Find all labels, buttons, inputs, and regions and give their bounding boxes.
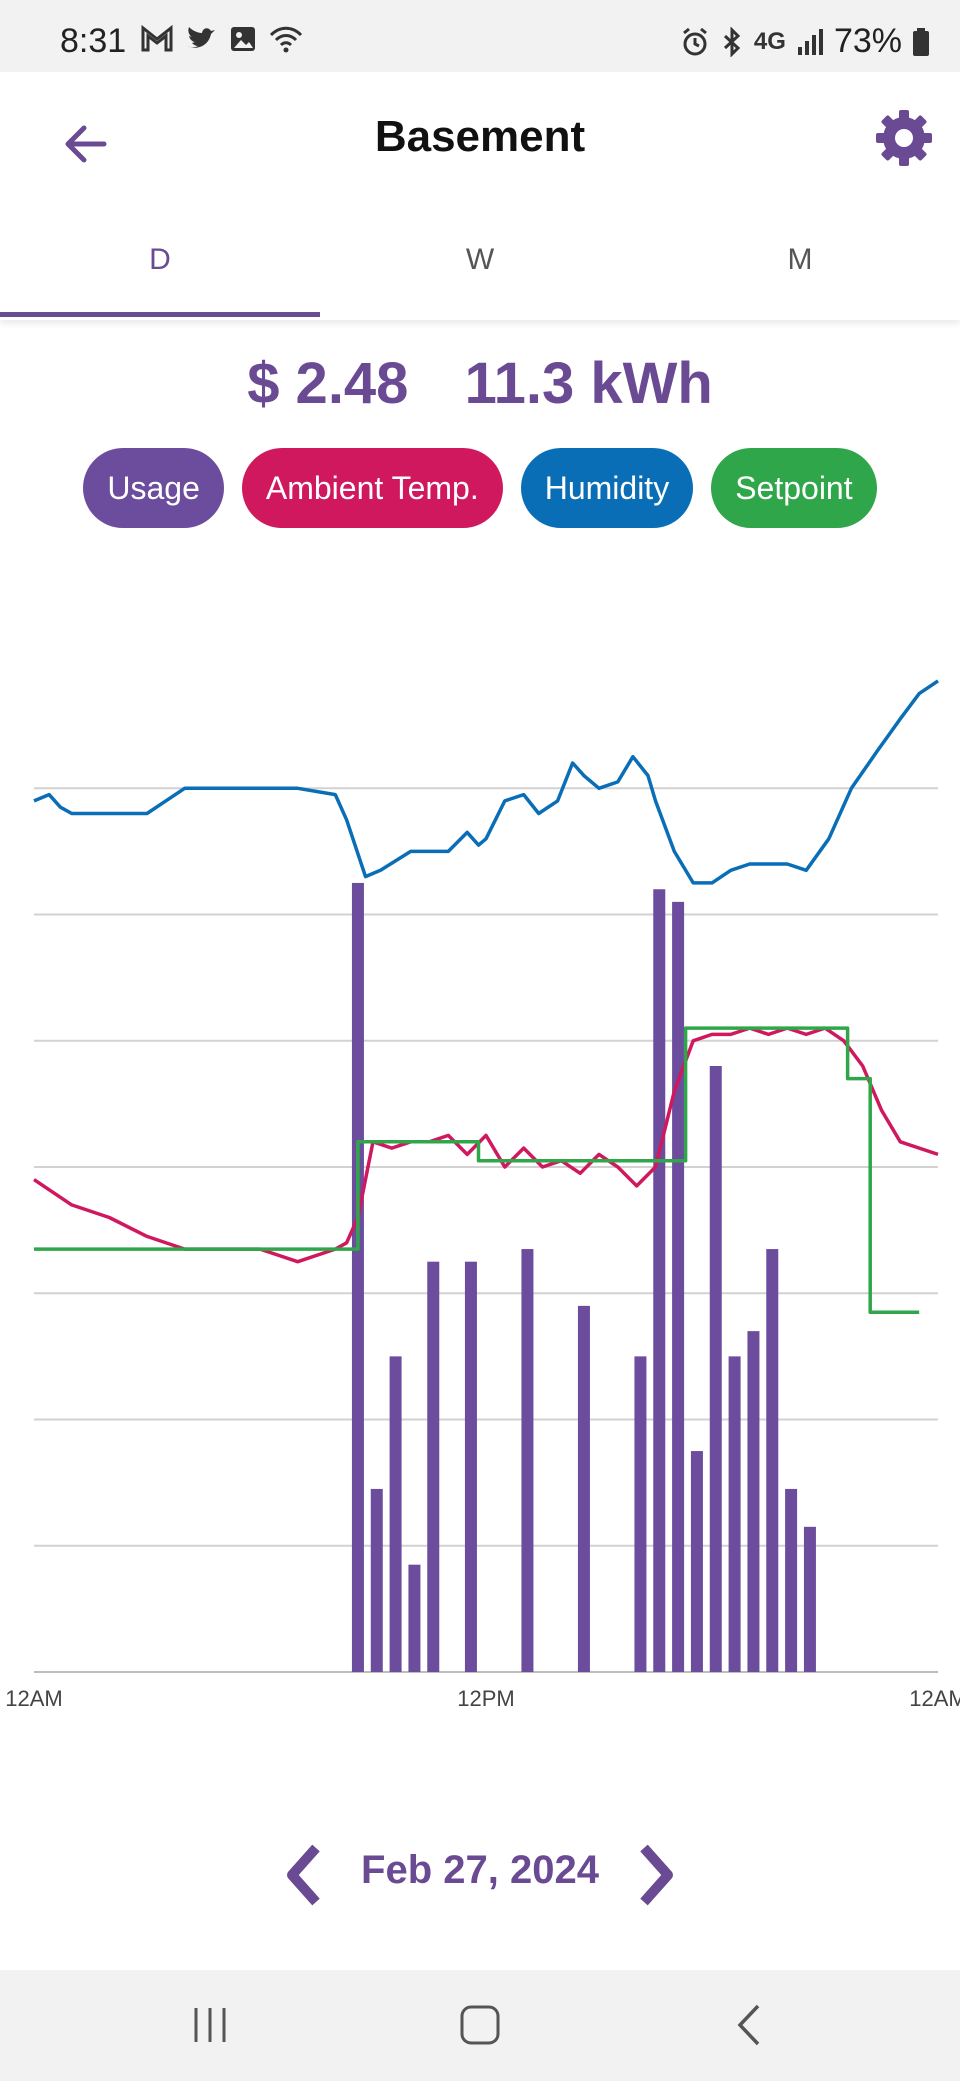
previous-day-button[interactable] bbox=[280, 1840, 330, 1910]
legend-humidity-pill[interactable]: Humidity bbox=[520, 448, 694, 528]
usage-bar bbox=[464, 1261, 477, 1672]
home-icon bbox=[460, 2005, 500, 2045]
usage-bar bbox=[747, 1331, 760, 1672]
gmail-icon bbox=[141, 24, 173, 52]
battery-icon bbox=[913, 27, 929, 56]
system-nav-bar bbox=[0, 1970, 960, 2081]
usage-bar bbox=[634, 1356, 647, 1672]
back-icon bbox=[737, 2004, 760, 2046]
app-bar: Basement bbox=[0, 72, 960, 210]
x-tick-label: 12AM bbox=[909, 1686, 960, 1711]
status-bar: 8:31 4G 73% bbox=[0, 0, 960, 72]
settings-button[interactable] bbox=[872, 106, 936, 170]
usage-bar bbox=[577, 1305, 590, 1672]
tab-month[interactable]: M bbox=[787, 243, 813, 276]
usage-bar bbox=[785, 1488, 798, 1672]
usage-chart: 12AM 12PM 12AM bbox=[5, 679, 960, 1711]
notification-icons bbox=[140, 24, 304, 54]
twitter-icon bbox=[187, 27, 215, 48]
network-type-label: 4G bbox=[753, 27, 786, 55]
usage-bar bbox=[803, 1526, 816, 1672]
wifi-icon bbox=[269, 26, 303, 53]
usage-bar bbox=[408, 1564, 421, 1672]
page-title: Basement bbox=[374, 112, 586, 161]
chevron-right-icon bbox=[640, 1844, 673, 1906]
home-button[interactable] bbox=[450, 2000, 510, 2050]
active-tab-indicator bbox=[0, 312, 320, 317]
gallery-icon bbox=[231, 27, 255, 51]
current-date: Feb 27, 2024 bbox=[361, 1848, 599, 1892]
usage-bar bbox=[389, 1356, 402, 1672]
back-button[interactable] bbox=[56, 114, 116, 174]
usage-bar bbox=[351, 882, 364, 1672]
legend-usage-pill[interactable]: Usage bbox=[83, 448, 224, 528]
usage-bar bbox=[653, 889, 666, 1672]
legend-setpoint-pill[interactable]: Setpoint bbox=[711, 448, 877, 528]
usage-bar bbox=[370, 1488, 383, 1672]
recents-icon bbox=[194, 2008, 226, 2042]
cost-value: $ 2.48 bbox=[247, 351, 409, 416]
battery-percent: 73% bbox=[833, 22, 902, 60]
arrow-left-icon bbox=[65, 125, 107, 163]
series-legend: Usage Ambient Temp. Humidity Setpoint bbox=[0, 448, 960, 528]
legend-ambient-temp-pill[interactable]: Ambient Temp. bbox=[241, 448, 503, 528]
tab-week[interactable]: W bbox=[465, 243, 495, 276]
series-line-setpoint bbox=[34, 1026, 920, 1314]
system-icons: 4G 73% bbox=[680, 22, 930, 61]
usage-bar bbox=[709, 1066, 722, 1672]
x-tick-label: 12AM bbox=[5, 1686, 62, 1711]
date-navigation: Feb 27, 2024 bbox=[0, 1830, 960, 1920]
recents-button[interactable] bbox=[180, 2000, 240, 2050]
period-tabs: D W M bbox=[0, 210, 960, 320]
next-day-button[interactable] bbox=[630, 1840, 680, 1910]
usage-bar bbox=[672, 901, 685, 1672]
usage-bar bbox=[728, 1356, 741, 1672]
usage-bar bbox=[427, 1261, 440, 1672]
back-nav-button[interactable] bbox=[720, 2000, 780, 2050]
signal-icon bbox=[797, 28, 823, 55]
x-tick-label: 12PM bbox=[457, 1686, 514, 1711]
bluetooth-icon bbox=[723, 26, 741, 57]
series-line-humidity bbox=[33, 679, 939, 885]
usage-bar bbox=[521, 1249, 534, 1672]
usage-bar bbox=[690, 1451, 703, 1672]
usage-summary: $ 2.48 11.3 kWh bbox=[0, 350, 960, 417]
series-line-ambient-temp bbox=[33, 1026, 939, 1264]
usage-bar bbox=[766, 1249, 779, 1672]
energy-value: 11.3 kWh bbox=[464, 351, 713, 416]
alarm-icon bbox=[682, 27, 707, 55]
status-time: 8:31 bbox=[60, 22, 127, 60]
gear-icon bbox=[876, 110, 932, 166]
chevron-left-icon bbox=[287, 1844, 320, 1906]
tab-day[interactable]: D bbox=[149, 243, 171, 276]
